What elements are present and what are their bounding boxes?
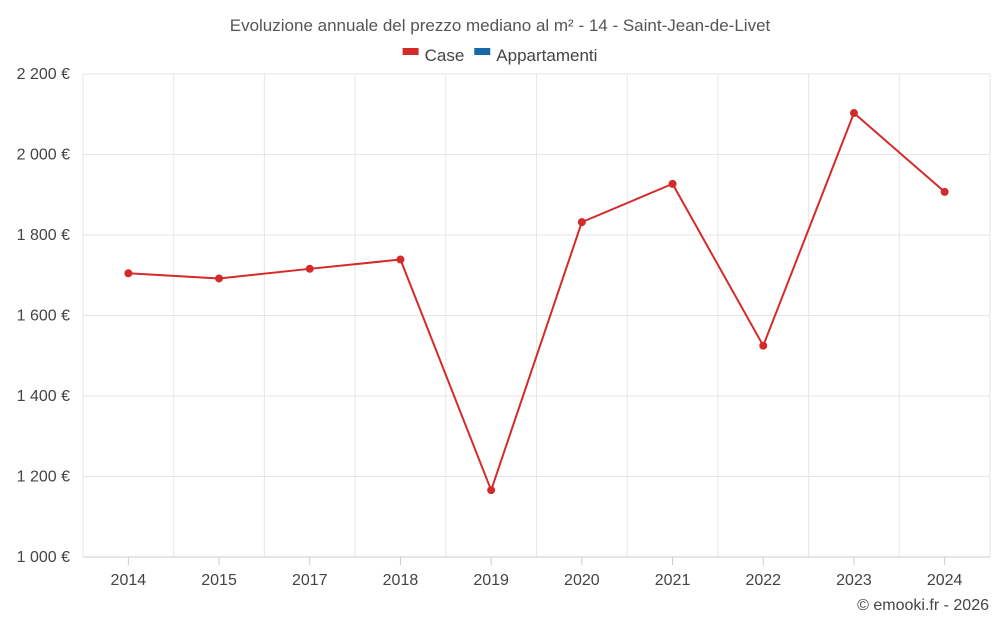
x-tick-label: 2018	[383, 572, 419, 589]
y-tick-label: 2 200 €	[17, 66, 70, 83]
y-tick-label: 1 600 €	[17, 308, 70, 325]
legend-label-appartamenti: Appartamenti	[496, 46, 597, 65]
y-tick-label: 1 400 €	[17, 388, 70, 405]
chart-title: Evoluzione annuale del prezzo mediano al…	[230, 16, 771, 35]
data-point	[487, 486, 496, 495]
y-axis: 1 000 € 1 200 € 1 400 € 1 600 € 1 800 € 2 000…	[17, 66, 70, 566]
x-tick-label: 2023	[836, 572, 872, 589]
data-point	[759, 341, 768, 350]
data-point	[305, 264, 314, 273]
x-axis: 2014 2015 2017 2018 2019 2020 2021 2022 2023 2024	[83, 556, 990, 589]
series-layer	[124, 109, 949, 495]
data-point	[577, 218, 586, 227]
series-line-case	[128, 112, 946, 492]
x-tick-label: 2017	[292, 572, 328, 589]
y-tick-label: 1 000 €	[17, 549, 70, 566]
y-tick-label: 2 000 €	[17, 147, 70, 164]
data-point	[849, 109, 858, 118]
legend: Case Appartamenti	[402, 46, 597, 65]
legend-swatch-case	[402, 48, 419, 55]
data-point	[396, 255, 405, 264]
data-point	[940, 187, 949, 196]
x-tick-label: 2022	[745, 572, 781, 589]
data-point	[215, 274, 224, 283]
x-tick-label: 2021	[655, 572, 691, 589]
x-tick-label: 2014	[111, 572, 147, 589]
legend-label-case: Case	[425, 46, 465, 65]
data-point	[124, 269, 133, 278]
credit-text: © emooki.fr - 2026	[857, 597, 989, 614]
x-tick-label: 2020	[564, 572, 600, 589]
y-tick-label: 1 800 €	[17, 227, 70, 244]
data-point	[668, 179, 677, 188]
y-tick-label: 1 200 €	[17, 469, 70, 486]
x-tick-label: 2015	[201, 572, 237, 589]
legend-swatch-appartamenti	[474, 48, 491, 55]
x-tick-label: 2019	[473, 572, 509, 589]
x-tick-label: 2024	[927, 572, 963, 589]
grid-lines	[82, 73, 991, 557]
